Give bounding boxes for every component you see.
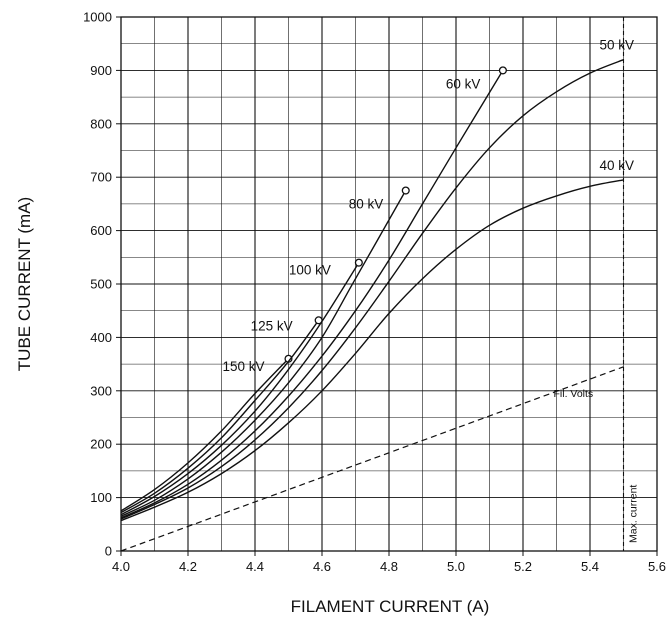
y-axis-title: TUBE CURRENT (mA) — [15, 197, 34, 371]
series-label-60-kv: 60 kV — [446, 76, 481, 91]
x-tick-label: 5.4 — [581, 559, 599, 574]
labels: 150 kV 125 kV 100 kV 80 kV 60 kV 50 kV 40 kV Fi… — [223, 38, 640, 543]
series-line-fil-volts — [120, 366, 624, 552]
axis-ticks: 4.0 4.2 4.4 4.6 4.8 5.0 5.2 5.4 5.6 0 100 200 300 400… — [83, 10, 666, 575]
max-current-label: Max. current — [628, 485, 640, 543]
x-tick-label: 4.0 — [112, 559, 130, 574]
y-tick-label: 500 — [90, 277, 112, 292]
y-tick-label: 100 — [90, 490, 112, 505]
series-line-125-kv — [120, 319, 320, 514]
series-label-125-kv: 125 kV — [251, 318, 293, 333]
series-label-40-kv: 40 kV — [600, 158, 635, 173]
series-line-40-kv — [120, 179, 624, 522]
y-tick-label: 900 — [90, 63, 112, 78]
y-tick-label: 700 — [90, 170, 112, 185]
x-tick-label: 4.2 — [179, 559, 197, 574]
series-label-50-kv: 50 kV — [600, 38, 635, 53]
y-tick-label: 1000 — [83, 10, 112, 25]
series-label-80-kv: 80 kV — [349, 197, 384, 212]
curves — [120, 17, 625, 552]
x-tick-label: 4.8 — [380, 559, 398, 574]
series-line-60-kv — [120, 70, 504, 519]
series-line-80-kv — [120, 190, 407, 517]
x-tick-label: 5.2 — [514, 559, 532, 574]
x-tick-label: 4.6 — [313, 559, 331, 574]
y-tick-label: 0 — [105, 544, 112, 559]
grid — [121, 17, 657, 551]
y-tick-label: 400 — [90, 330, 112, 345]
series-label-fil-volts: Fil. Volts — [554, 388, 594, 400]
y-tick-label: 300 — [90, 383, 112, 398]
y-tick-label: 800 — [90, 116, 112, 131]
x-axis-title: FILAMENT CURRENT (A) — [291, 597, 490, 616]
series-line-50-kv — [120, 59, 624, 520]
y-tick-label: 200 — [90, 437, 112, 452]
series-line-150-kv — [120, 358, 289, 512]
series-label-100-kv: 100 kV — [289, 263, 331, 278]
series-label-150-kv: 150 kV — [223, 359, 265, 374]
series-endpoint-marker-100-kv — [354, 258, 363, 267]
series-line-100-kv — [120, 262, 360, 516]
series-endpoint-marker-80-kv — [401, 186, 410, 195]
y-tick-label: 600 — [90, 223, 112, 238]
x-tick-label: 5.6 — [648, 559, 666, 574]
series-endpoint-marker-60-kv — [498, 66, 507, 75]
x-tick-label: 5.0 — [447, 559, 465, 574]
x-tick-label: 4.4 — [246, 559, 264, 574]
